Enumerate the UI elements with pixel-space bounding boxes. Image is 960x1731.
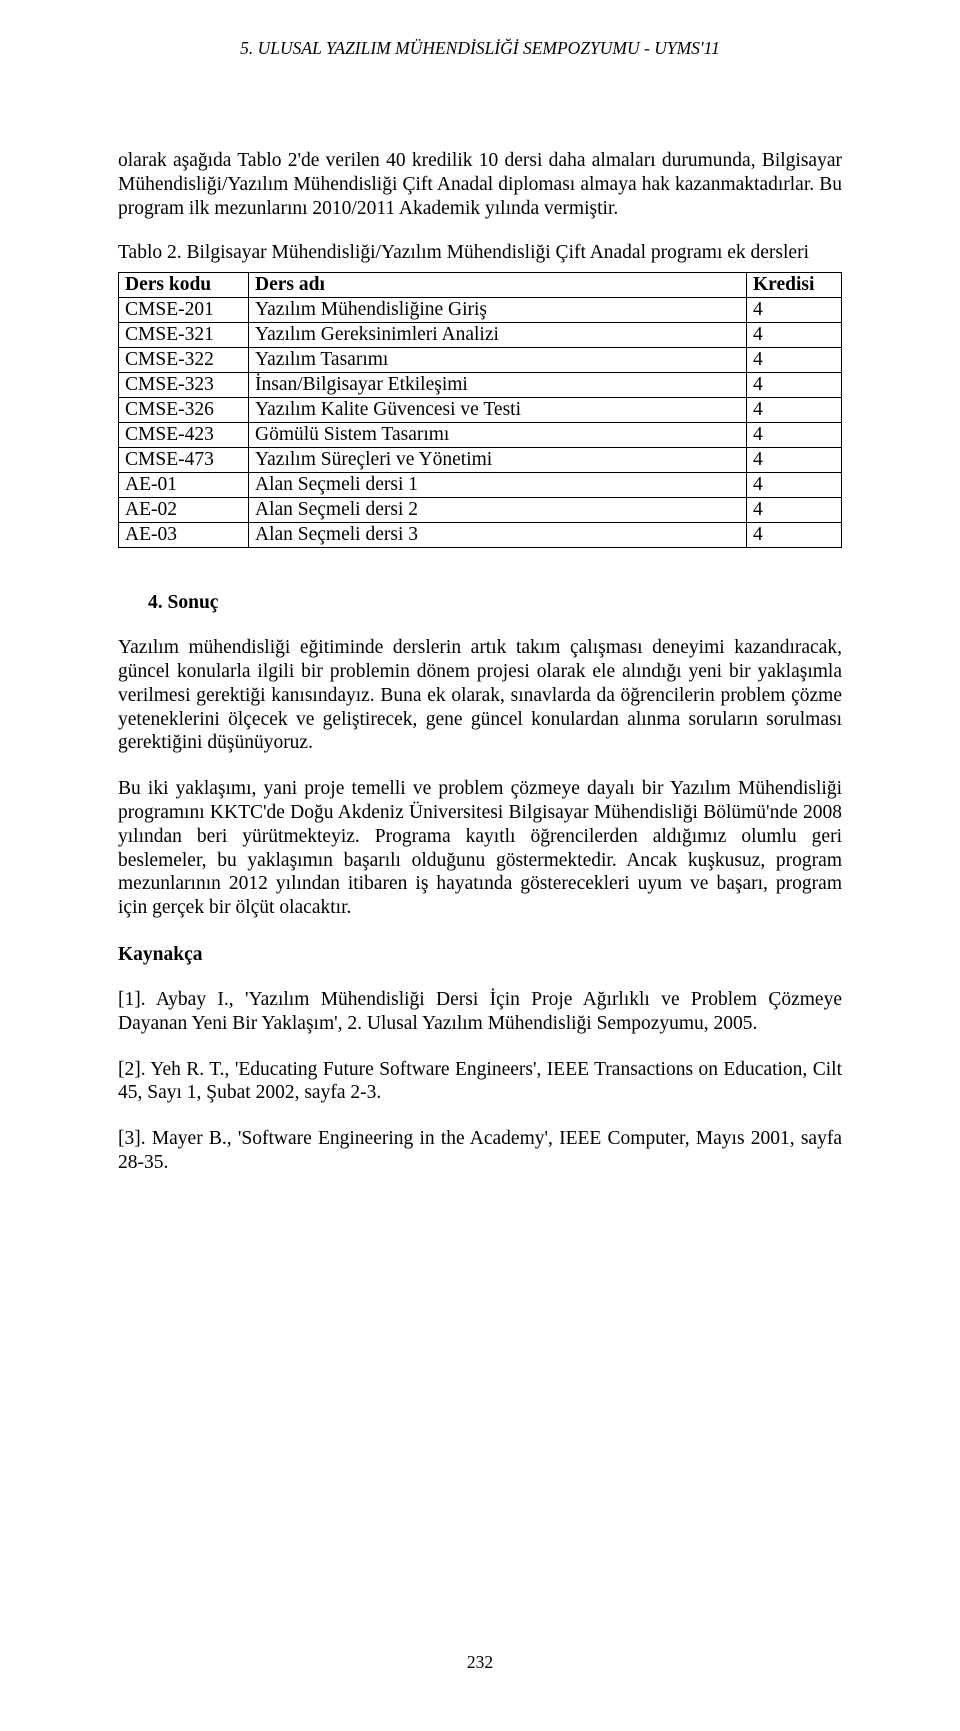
reference-3: [3]. Mayer B., 'Software Engineering in … [118, 1127, 842, 1175]
cell-code: CMSE-326 [119, 398, 249, 423]
paragraph-intro: olarak aşağıda Tablo 2'de verilen 40 kre… [118, 149, 842, 220]
cell-name: Yazılım Mühendisliğine Giriş [249, 298, 747, 323]
table-row: CMSE-473 Yazılım Süreçleri ve Yönetimi 4 [119, 448, 842, 473]
document-page: 5. ULUSAL YAZILIM MÜHENDİSLİĞİ SEMPOZYUM… [0, 0, 960, 1731]
page-number: 232 [0, 1652, 960, 1673]
cell-code: CMSE-473 [119, 448, 249, 473]
table-row: AE-03 Alan Seçmeli dersi 3 4 [119, 523, 842, 548]
cell-code: AE-01 [119, 473, 249, 498]
paragraph-conclusion-1: Yazılım mühendisliği eğitiminde dersleri… [118, 636, 842, 755]
cell-credit: 4 [747, 323, 842, 348]
cell-name: Yazılım Gereksinimleri Analizi [249, 323, 747, 348]
table-header-credit: Kredisi [747, 273, 842, 298]
table-row: AE-02 Alan Seçmeli dersi 2 4 [119, 498, 842, 523]
table-row: CMSE-322 Yazılım Tasarımı 4 [119, 348, 842, 373]
table-row: CMSE-201 Yazılım Mühendisliğine Giriş 4 [119, 298, 842, 323]
table-header-row: Ders kodu Ders adı Kredisi [119, 273, 842, 298]
cell-code: AE-03 [119, 523, 249, 548]
cell-name: Yazılım Süreçleri ve Yönetimi [249, 448, 747, 473]
reference-2: [2]. Yeh R. T., 'Educating Future Softwa… [118, 1058, 842, 1106]
references-heading: Kaynakça [118, 944, 842, 966]
section-heading-conclusion: 4. Sonuç [118, 592, 842, 614]
paragraph-conclusion-2: Bu iki yaklaşımı, yani proje temelli ve … [118, 777, 842, 920]
table-row: CMSE-326 Yazılım Kalite Güvencesi ve Tes… [119, 398, 842, 423]
cell-credit: 4 [747, 523, 842, 548]
cell-credit: 4 [747, 298, 842, 323]
table-row: CMSE-321 Yazılım Gereksinimleri Analizi … [119, 323, 842, 348]
table-caption: Tablo 2. Bilgisayar Mühendisliği/Yazılım… [118, 242, 842, 264]
cell-name: Gömülü Sistem Tasarımı [249, 423, 747, 448]
cell-name: Alan Seçmeli dersi 3 [249, 523, 747, 548]
table-row: AE-01 Alan Seçmeli dersi 1 4 [119, 473, 842, 498]
cell-credit: 4 [747, 373, 842, 398]
cell-credit: 4 [747, 398, 842, 423]
cell-name: Yazılım Tasarımı [249, 348, 747, 373]
cell-credit: 4 [747, 473, 842, 498]
cell-name: Yazılım Kalite Güvencesi ve Testi [249, 398, 747, 423]
cell-code: CMSE-323 [119, 373, 249, 398]
cell-credit: 4 [747, 498, 842, 523]
cell-name: Alan Seçmeli dersi 2 [249, 498, 747, 523]
cell-code: CMSE-321 [119, 323, 249, 348]
cell-credit: 4 [747, 448, 842, 473]
cell-code: CMSE-322 [119, 348, 249, 373]
cell-credit: 4 [747, 423, 842, 448]
reference-1: [1]. Aybay I., 'Yazılım Mühendisliği Der… [118, 988, 842, 1036]
cell-code: CMSE-201 [119, 298, 249, 323]
cell-code: AE-02 [119, 498, 249, 523]
running-header: 5. ULUSAL YAZILIM MÜHENDİSLİĞİ SEMPOZYUM… [118, 38, 842, 59]
table-header-name: Ders adı [249, 273, 747, 298]
cell-credit: 4 [747, 348, 842, 373]
course-table: Ders kodu Ders adı Kredisi CMSE-201 Yazı… [118, 272, 842, 548]
table-row: CMSE-323 İnsan/Bilgisayar Etkileşimi 4 [119, 373, 842, 398]
table-header-code: Ders kodu [119, 273, 249, 298]
cell-name: Alan Seçmeli dersi 1 [249, 473, 747, 498]
table-row: CMSE-423 Gömülü Sistem Tasarımı 4 [119, 423, 842, 448]
cell-code: CMSE-423 [119, 423, 249, 448]
cell-name: İnsan/Bilgisayar Etkileşimi [249, 373, 747, 398]
